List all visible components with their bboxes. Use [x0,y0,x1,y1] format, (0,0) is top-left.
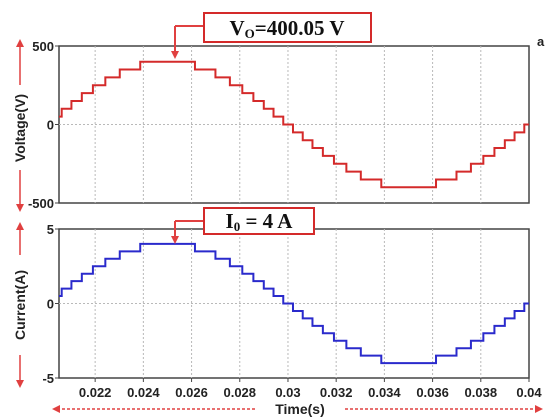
current-y-tick-label: 5 [47,222,54,237]
time-axis-title: Time(s) [275,401,325,417]
current-plot-frame [58,228,530,379]
voltage-y-ticks: 500 0 -500 [28,39,59,211]
voltage-y-tick-label: 500 [32,39,54,54]
current-y-tick-label: -5 [42,371,54,386]
voltage-axis-title: Voltage(V) [12,94,28,162]
voltage-callout-box [203,12,372,43]
current-callout: I0 = 4 A [171,207,315,244]
current-series-line [59,242,529,365]
x-tick-label: 0.03 [275,385,300,400]
current-y-tick-label: 0 [47,297,54,312]
x-tick-label: 0.04 [516,385,542,400]
current-y-ticks: 5 0 -5 [42,222,59,386]
voltage-axis-title-group: Voltage(V) [12,39,28,212]
x-tick-label: 0.028 [223,385,256,400]
voltage-y-tick-label: -500 [28,196,54,211]
x-tick-label: 0.022 [79,385,112,400]
x-tick-label: 0.034 [368,385,401,400]
voltage-callout: VO=400.05 V [171,12,372,59]
time-axis-title-group: Time(s) [52,401,543,417]
voltage-plot-frame [58,45,530,204]
x-tick-label: 0.038 [465,385,498,400]
current-axis-title: Current(A) [12,270,28,340]
x-tick-label: 0.032 [320,385,353,400]
x-tick-label: 0.024 [127,385,160,400]
x-tick-label: 0.026 [175,385,208,400]
current-plot: 5 0 -5 [42,222,530,386]
x-tick-label: 0.036 [416,385,449,400]
current-grid [59,229,529,378]
voltage-callout-text: VO=400.05 V [229,16,344,41]
x-tick-labels: 0.022 0.024 0.026 0.028 0.03 0.032 0.034 0.036 0… [79,378,542,400]
current-callout-text: I0 = 4 A [226,209,294,234]
corner-mark: a [537,34,545,49]
voltage-series-line [59,60,529,189]
current-callout-box [203,207,315,235]
voltage-y-tick-label: 0 [47,118,54,133]
current-axis-title-group: Current(A) [12,222,28,388]
voltage-plot: 500 0 -500 [28,39,530,211]
